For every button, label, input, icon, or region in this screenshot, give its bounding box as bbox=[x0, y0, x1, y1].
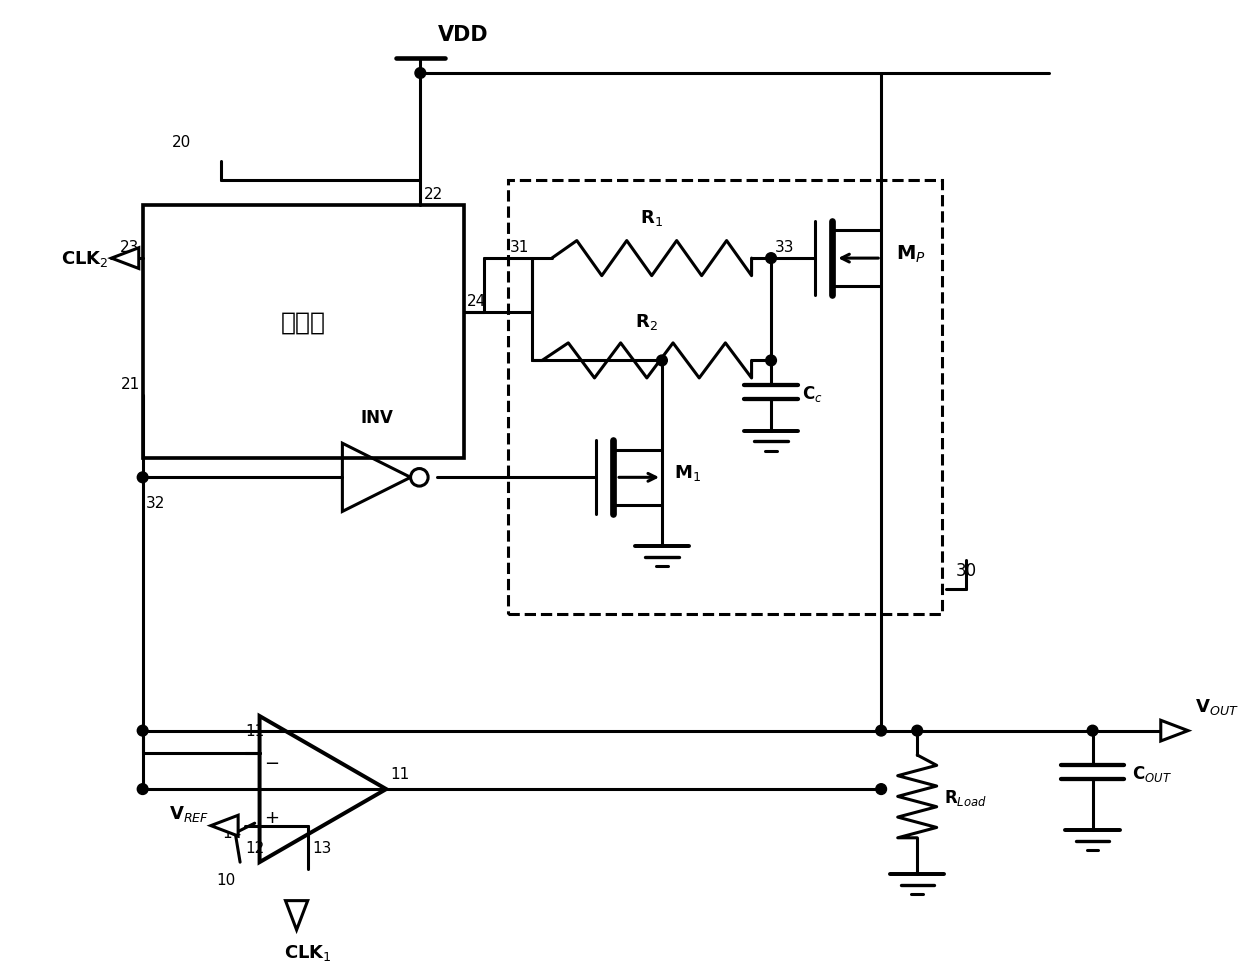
Text: CLK$_2$: CLK$_2$ bbox=[61, 248, 109, 269]
Text: R$_1$: R$_1$ bbox=[640, 207, 663, 228]
Text: CLK$_1$: CLK$_1$ bbox=[284, 942, 332, 961]
Circle shape bbox=[875, 784, 887, 795]
Circle shape bbox=[410, 469, 428, 487]
Text: 11: 11 bbox=[391, 767, 409, 781]
Polygon shape bbox=[1161, 721, 1188, 741]
Text: V$_{REF}$: V$_{REF}$ bbox=[169, 803, 208, 822]
Polygon shape bbox=[112, 248, 139, 269]
Text: R$_2$: R$_2$ bbox=[635, 312, 658, 332]
Text: 23: 23 bbox=[120, 240, 140, 255]
Polygon shape bbox=[285, 901, 308, 930]
Text: 13: 13 bbox=[312, 840, 331, 856]
Text: V$_{OUT}$: V$_{OUT}$ bbox=[1195, 696, 1239, 716]
Text: $+$: $+$ bbox=[264, 808, 279, 826]
Circle shape bbox=[911, 726, 923, 736]
Text: 22: 22 bbox=[424, 187, 444, 201]
Circle shape bbox=[875, 726, 887, 736]
Circle shape bbox=[766, 356, 776, 367]
Bar bbox=[508, 181, 941, 614]
Text: M$_P$: M$_P$ bbox=[895, 244, 925, 265]
Circle shape bbox=[138, 784, 148, 795]
Polygon shape bbox=[211, 816, 238, 836]
Text: $-$: $-$ bbox=[264, 752, 279, 771]
Circle shape bbox=[766, 253, 776, 264]
Text: M$_1$: M$_1$ bbox=[673, 463, 701, 483]
Text: VDD: VDD bbox=[438, 25, 489, 45]
Text: 21: 21 bbox=[120, 377, 140, 391]
Circle shape bbox=[138, 726, 148, 736]
Text: C$_{OUT}$: C$_{OUT}$ bbox=[1132, 763, 1172, 782]
Text: 24: 24 bbox=[467, 293, 486, 308]
Text: 14: 14 bbox=[223, 825, 242, 840]
Text: 电荷泵: 电荷泵 bbox=[281, 310, 326, 334]
Text: R$_{Load}$: R$_{Load}$ bbox=[945, 787, 987, 807]
Text: INV: INV bbox=[360, 408, 393, 426]
Circle shape bbox=[657, 356, 667, 367]
Circle shape bbox=[138, 472, 148, 483]
Circle shape bbox=[1087, 726, 1097, 736]
Text: 32: 32 bbox=[145, 495, 165, 511]
Text: 20: 20 bbox=[172, 135, 191, 150]
Text: 10: 10 bbox=[216, 872, 236, 887]
Text: 30: 30 bbox=[956, 561, 977, 579]
Circle shape bbox=[415, 68, 425, 79]
Text: 12: 12 bbox=[246, 840, 264, 856]
Text: C$_c$: C$_c$ bbox=[802, 383, 823, 403]
Text: 31: 31 bbox=[510, 240, 529, 255]
Bar bbox=[143, 205, 464, 459]
Text: 11: 11 bbox=[246, 723, 264, 738]
Text: 33: 33 bbox=[775, 240, 795, 255]
